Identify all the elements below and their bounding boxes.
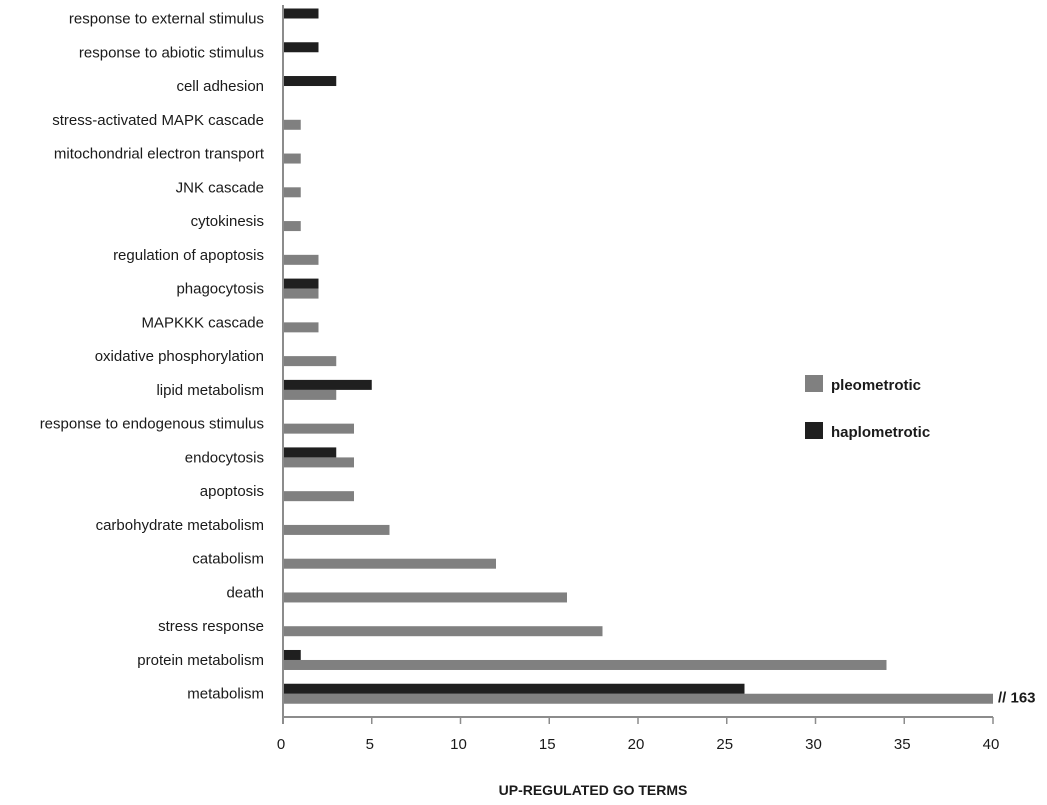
category-label-carbohydrate-metabolism: carbohydrate metabolism bbox=[96, 517, 264, 534]
bar-pleometrotic-oxidative-phosphorylation bbox=[283, 356, 337, 367]
x-tick-label: 35 bbox=[894, 736, 911, 753]
x-tick-label: 25 bbox=[716, 736, 733, 753]
bar-haplometrotic-response-to-external-stimulus bbox=[283, 8, 319, 19]
category-label-regulation-of-apoptosis: regulation of apoptosis bbox=[113, 247, 264, 264]
bar-pleometrotic-response-to-endogenous-stimulus bbox=[283, 423, 354, 434]
axis-layer bbox=[282, 5, 993, 724]
legend-label-haplometrotic: haplometrotic bbox=[831, 424, 930, 441]
category-labels: response to external stimulus response to… bbox=[40, 11, 1036, 707]
category-label-lipid-metabolism: lipid metabolism bbox=[156, 382, 264, 399]
bar-pleometrotic-carbohydrate-metabolism bbox=[283, 524, 390, 535]
category-label-catabolism: catabolism bbox=[192, 551, 264, 568]
category-label-mitochondrial-electron-transport: mitochondrial electron transport bbox=[54, 146, 265, 163]
category-label-response-to-endogenous-stimulus: response to endogenous stimulus bbox=[40, 416, 264, 433]
x-tick-label: 10 bbox=[450, 736, 467, 753]
bar-pleometrotic-regulation-of-apoptosis bbox=[283, 254, 319, 265]
bar-pleometrotic-mitochondrial-electron-transport bbox=[283, 153, 301, 164]
bar-pleometrotic-cytokinesis bbox=[283, 221, 301, 232]
x-tick-label: 40 bbox=[983, 736, 1000, 753]
bar-pleometrotic-stress-activated-mapk-cascade bbox=[283, 119, 301, 130]
bar-pleometrotic-metabolism bbox=[283, 693, 993, 704]
category-label-jnk-cascade: JNK cascade bbox=[176, 179, 264, 196]
bar-pleometrotic-catabolism bbox=[283, 558, 496, 569]
category-label-stress-activated-mapk-cascade: stress-activated MAPK cascade bbox=[52, 112, 264, 129]
x-tick-label: 5 bbox=[366, 736, 374, 753]
category-label-stress-response: stress response bbox=[158, 618, 264, 635]
bar-pleometrotic-death bbox=[283, 592, 567, 603]
bar-pleometrotic-endocytosis bbox=[283, 457, 354, 468]
legend-label-pleometrotic: pleometrotic bbox=[831, 377, 921, 394]
axis-break-label: // 163 bbox=[998, 690, 1036, 707]
category-label-apoptosis: apoptosis bbox=[200, 483, 264, 500]
x-tick-label: 20 bbox=[628, 736, 645, 753]
category-label-cell-adhesion: cell adhesion bbox=[176, 78, 264, 95]
legend-swatch-haplometrotic bbox=[805, 422, 823, 439]
category-label-cytokinesis: cytokinesis bbox=[191, 213, 264, 230]
bar-haplometrotic-protein-metabolism bbox=[283, 649, 301, 660]
category-label-phagocytosis: phagocytosis bbox=[176, 281, 264, 298]
category-label-death: death bbox=[226, 584, 264, 601]
category-label-oxidative-phosphorylation: oxidative phosphorylation bbox=[95, 348, 264, 365]
bar-haplometrotic-cell-adhesion bbox=[283, 76, 337, 87]
bar-pleometrotic-stress-response bbox=[283, 626, 603, 637]
category-label-response-to-external-stimulus: response to external stimulus bbox=[69, 11, 264, 28]
x-tick-label: 30 bbox=[805, 736, 822, 753]
bar-haplometrotic-response-to-abiotic-stimulus bbox=[283, 42, 319, 53]
category-label-endocytosis: endocytosis bbox=[185, 449, 264, 466]
x-axis-ticks: 0 5 10 15 20 25 30 35 40 bbox=[277, 717, 1000, 753]
bar-pleometrotic-protein-metabolism bbox=[283, 659, 887, 670]
category-label-mapkkk-cascade: MAPKKK cascade bbox=[141, 314, 264, 331]
x-axis-title: UP-REGULATED GO TERMS bbox=[499, 782, 688, 798]
bar-pleometrotic-mapkkk-cascade bbox=[283, 322, 319, 333]
bar-haplometrotic-metabolism bbox=[283, 683, 745, 694]
x-tick-label: 15 bbox=[539, 736, 556, 753]
legend-swatch-pleometrotic bbox=[805, 375, 823, 392]
bar-pleometrotic-apoptosis bbox=[283, 491, 354, 502]
category-label-response-to-abiotic-stimulus: response to abiotic stimulus bbox=[79, 44, 264, 61]
bar-pleometrotic-phagocytosis bbox=[283, 288, 319, 299]
bar-pleometrotic-jnk-cascade bbox=[283, 187, 301, 198]
bars-layer bbox=[283, 8, 993, 704]
bar-haplometrotic-phagocytosis bbox=[283, 278, 319, 289]
bar-haplometrotic-lipid-metabolism bbox=[283, 379, 372, 390]
legend: pleometrotic haplometrotic bbox=[805, 375, 930, 441]
bar-pleometrotic-lipid-metabolism bbox=[283, 389, 337, 400]
bar-haplometrotic-endocytosis bbox=[283, 447, 337, 458]
x-tick-label: 0 bbox=[277, 736, 285, 753]
category-label-protein-metabolism: protein metabolism bbox=[137, 652, 264, 669]
category-label-metabolism: metabolism bbox=[187, 686, 264, 703]
